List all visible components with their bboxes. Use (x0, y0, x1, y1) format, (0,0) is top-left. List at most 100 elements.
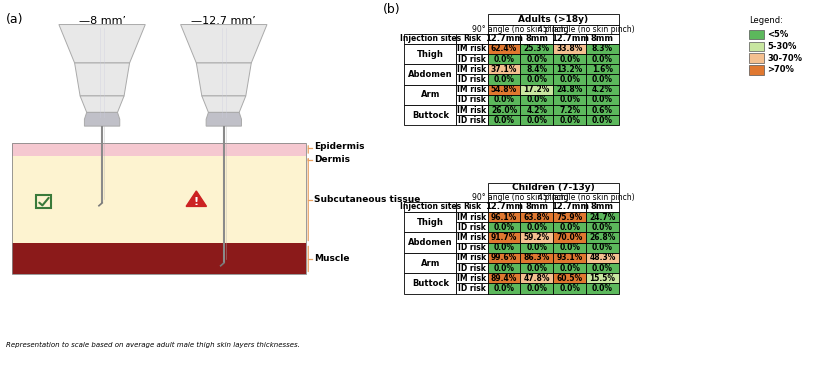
Text: (b): (b) (383, 3, 400, 16)
Polygon shape (187, 191, 206, 206)
Text: Abdomen: Abdomen (408, 238, 452, 247)
Text: 8mm: 8mm (591, 34, 614, 43)
Bar (586, 202, 619, 212)
Bar (488, 273, 520, 283)
Bar (488, 243, 520, 253)
Text: Legend:: Legend: (748, 16, 783, 25)
Text: IM risk: IM risk (457, 85, 487, 94)
Polygon shape (202, 96, 245, 113)
Text: 1.6%: 1.6% (592, 65, 613, 74)
Bar (520, 273, 553, 283)
Text: 12.7mm: 12.7mm (551, 203, 589, 211)
Bar (488, 44, 520, 54)
Text: 24.8%: 24.8% (556, 85, 583, 94)
Bar (488, 222, 520, 232)
Text: >70%: >70% (767, 65, 794, 75)
Bar (404, 64, 456, 85)
Bar (456, 34, 488, 44)
Bar (11, 143, 306, 275)
Text: 54.8%: 54.8% (491, 85, 517, 94)
Bar (520, 115, 553, 125)
Bar (488, 283, 520, 294)
Text: Representation to scale based on average adult male thigh skin layers thicknesse: Representation to scale based on average… (6, 342, 299, 348)
Bar (586, 222, 619, 232)
Text: 0.0%: 0.0% (493, 75, 515, 84)
Text: IM risk: IM risk (457, 254, 487, 262)
Bar (404, 273, 456, 294)
Bar (404, 253, 456, 273)
Polygon shape (74, 63, 129, 96)
Text: 0.0%: 0.0% (560, 55, 580, 63)
Text: Subcutaneous tissue: Subcutaneous tissue (314, 195, 420, 204)
Text: 89.4%: 89.4% (491, 274, 517, 283)
Text: Buttock: Buttock (411, 111, 449, 120)
Text: 96.1%: 96.1% (491, 213, 517, 222)
Bar (456, 85, 488, 95)
Text: 8.3%: 8.3% (592, 44, 613, 54)
Text: <5%: <5% (767, 30, 789, 39)
Bar (488, 183, 619, 193)
Text: ID risk: ID risk (458, 116, 486, 125)
Bar (456, 115, 488, 125)
Bar (404, 85, 456, 105)
Bar (488, 232, 520, 243)
Bar (748, 54, 764, 63)
Bar (456, 222, 488, 232)
Bar (520, 64, 553, 75)
Polygon shape (196, 63, 251, 96)
Text: 0.0%: 0.0% (526, 264, 547, 273)
Bar (488, 202, 520, 212)
Text: 13.2%: 13.2% (556, 65, 582, 74)
Bar (586, 44, 619, 54)
Text: ID risk: ID risk (458, 284, 486, 293)
Bar (586, 95, 619, 105)
Text: Epidermis: Epidermis (314, 142, 365, 151)
Bar (488, 14, 619, 24)
Polygon shape (59, 24, 146, 63)
Bar (553, 54, 586, 64)
Bar (520, 283, 553, 294)
Text: 8mm: 8mm (525, 203, 548, 211)
Bar (456, 202, 488, 212)
Text: 0.0%: 0.0% (493, 116, 515, 125)
Text: 70.0%: 70.0% (556, 233, 583, 242)
Bar (488, 75, 520, 85)
Text: 12.7mm: 12.7mm (485, 203, 523, 211)
Bar (553, 115, 586, 125)
Bar (748, 42, 764, 51)
Text: 90° angle (no skin pinch): 90° angle (no skin pinch) (472, 25, 569, 34)
Text: 33.8%: 33.8% (556, 44, 583, 54)
Bar (586, 243, 619, 253)
Text: 37.1%: 37.1% (491, 65, 517, 74)
Text: 48.3%: 48.3% (589, 254, 616, 262)
Bar (36, 195, 51, 208)
Text: 99.6%: 99.6% (491, 254, 517, 262)
Bar (456, 212, 488, 222)
Text: 0.0%: 0.0% (493, 96, 515, 104)
Bar (404, 232, 456, 253)
Bar (520, 95, 553, 105)
Bar (553, 273, 586, 283)
Text: 30-70%: 30-70% (767, 54, 802, 63)
Text: 0.0%: 0.0% (526, 284, 547, 293)
Text: 91.7%: 91.7% (491, 233, 517, 242)
Text: 0.0%: 0.0% (493, 284, 515, 293)
Text: Thigh: Thigh (417, 49, 443, 59)
Bar (404, 202, 456, 212)
Polygon shape (80, 96, 124, 113)
Bar (553, 232, 586, 243)
Bar (586, 253, 619, 263)
Text: 0.0%: 0.0% (592, 264, 613, 273)
Text: Muscle: Muscle (314, 254, 349, 263)
Text: ID risk: ID risk (458, 55, 486, 63)
Bar (520, 232, 553, 243)
Text: 60.5%: 60.5% (556, 274, 582, 283)
Text: ID risk: ID risk (458, 96, 486, 104)
Bar (404, 212, 456, 232)
Text: 0.0%: 0.0% (526, 243, 547, 252)
Bar (520, 212, 553, 222)
Text: 0.0%: 0.0% (526, 96, 547, 104)
Bar (748, 30, 764, 39)
Bar (520, 263, 553, 273)
Bar (553, 34, 586, 44)
